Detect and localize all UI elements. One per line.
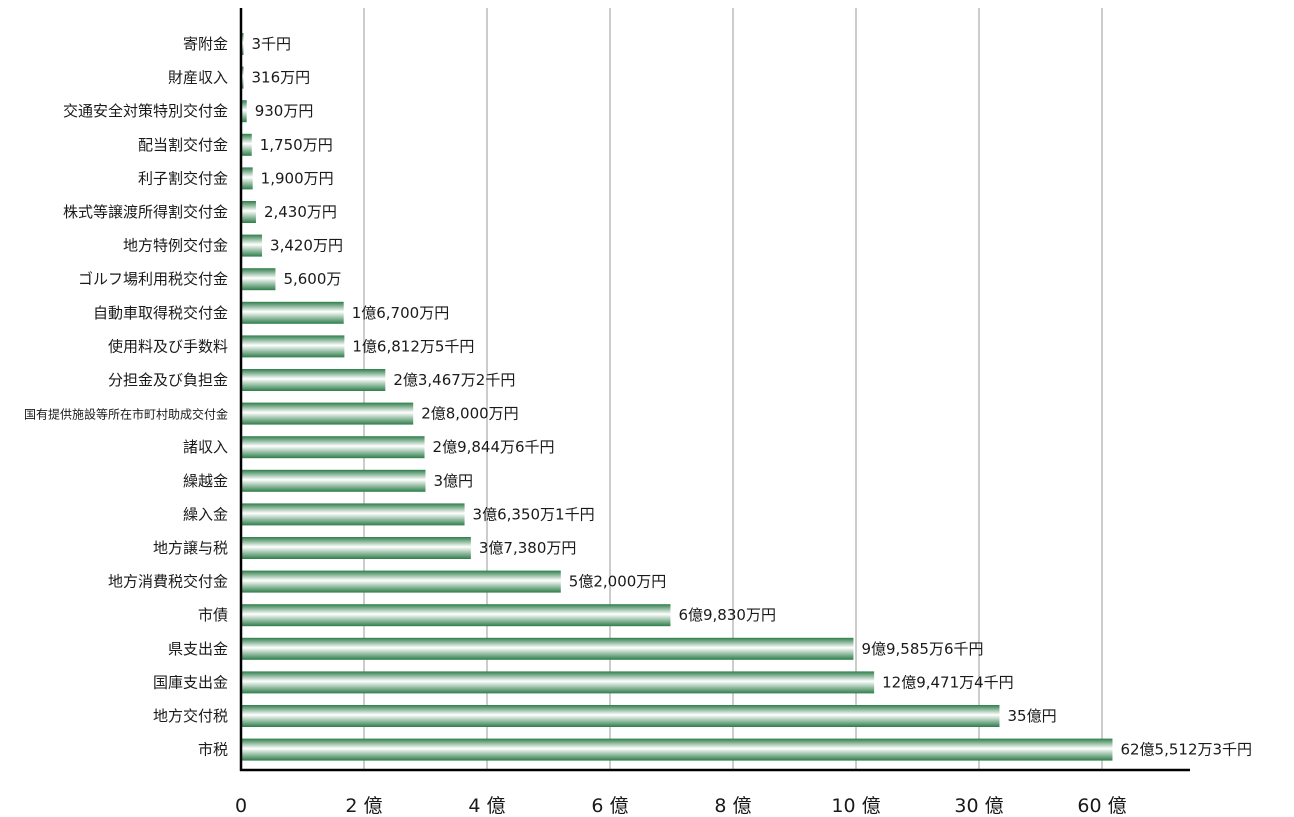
- gridlines: [363, 8, 1103, 770]
- bar: [241, 738, 1113, 761]
- category-label: 県支出金: [168, 640, 228, 658]
- category-label: 利子割交付金: [138, 169, 228, 187]
- x-tick-label: 8 億: [714, 795, 751, 817]
- data-label: 35億円: [1008, 707, 1057, 725]
- value-labels: 3千円 316万円 930万円 1,750万円 1,900万円 2,430万円 3,420万…: [252, 35, 1253, 759]
- bar: [241, 133, 252, 156]
- bar: [241, 503, 465, 526]
- bar: [241, 369, 386, 391]
- data-label: 2億8,000万円: [421, 405, 519, 423]
- data-label: 930万円: [255, 102, 314, 120]
- category-label: 配当割交付金: [138, 136, 228, 154]
- category-label: ゴルフ場利用税交付金: [78, 270, 228, 288]
- category-label: 地方特例交付金: [123, 237, 228, 255]
- category-label: 市債: [198, 606, 228, 624]
- data-label: 12億9,471万4千円: [882, 673, 1014, 691]
- category-label: 財産収入: [168, 69, 228, 87]
- category-label: 分担金及び負担金: [108, 371, 228, 389]
- x-tick-label: 0: [235, 795, 247, 817]
- category-label: 地方消費税交付金: [108, 573, 228, 591]
- bar: [241, 637, 854, 660]
- bar: [241, 537, 471, 559]
- category-label: 繰越金: [183, 472, 228, 490]
- data-label: 3億円: [434, 472, 474, 490]
- data-label: 3億6,350万1千円: [473, 505, 595, 523]
- category-label: 繰入金: [183, 505, 228, 523]
- x-tick-label: 10 億: [831, 795, 880, 817]
- data-label: 5,600万: [283, 270, 341, 288]
- category-labels: 寄附金財産収入交通安全対策特別交付金配当割交付金利子割交付金株式等譲渡所得割交付…: [24, 35, 228, 759]
- data-label: 316万円: [252, 69, 311, 87]
- x-tick-label: 2 億: [345, 795, 382, 817]
- x-tick-label: 4 億: [468, 795, 505, 817]
- category-label: 地方交付税: [153, 707, 228, 725]
- data-label: 3,420万円: [270, 237, 343, 255]
- x-tick-label: 60 億: [1077, 795, 1126, 817]
- category-label: 自動車取得税交付金: [93, 304, 228, 322]
- data-label: 3千円: [252, 35, 292, 53]
- bar: [241, 100, 247, 123]
- data-label: 2億3,467万2千円: [393, 371, 515, 389]
- data-label: 5億2,000万円: [569, 573, 667, 591]
- category-label: 諸収入: [183, 438, 228, 456]
- bar: [241, 301, 344, 324]
- data-label: 1億6,700万円: [352, 304, 450, 322]
- category-label: 株式等譲渡所得割交付金: [63, 203, 228, 221]
- data-label: 9億9,585万6千円: [861, 640, 983, 658]
- bar: [241, 604, 671, 627]
- data-label: 1億6,812万5千円: [352, 337, 474, 355]
- data-label: 1,900万円: [261, 169, 334, 187]
- category-label: 市税: [198, 741, 228, 759]
- category-label: 交通安全対策特別交付金: [63, 102, 228, 120]
- bar: [241, 268, 276, 291]
- bar: [241, 335, 345, 358]
- data-label: 6億9,830万円: [678, 606, 776, 624]
- bar: [241, 705, 1000, 727]
- bar: [241, 201, 256, 223]
- axes: [239, 8, 1190, 772]
- bars: [241, 33, 1113, 761]
- bar: [241, 436, 425, 459]
- category-label: 国有提供施設等所在市町村助成交付金: [24, 407, 228, 422]
- bar: [241, 167, 253, 190]
- category-label: 国庫支出金: [153, 673, 228, 691]
- data-label: 1,750万円: [260, 136, 333, 154]
- data-label: 3億7,380万円: [479, 539, 576, 557]
- x-tick-label: 30 億: [954, 795, 1003, 817]
- x-tick-label: 6 億: [591, 795, 628, 817]
- x-axis-tick-labels: 0 2 億 4 億 6 億 8 億 10 億 30 億 60 億: [235, 795, 1127, 817]
- bar: [241, 469, 426, 492]
- category-label: 地方譲与税: [153, 539, 228, 557]
- category-label: 使用料及び手数料: [108, 337, 228, 355]
- bar: [241, 234, 263, 257]
- bar: [241, 671, 875, 694]
- data-label: 62億5,512万3千円: [1120, 741, 1252, 759]
- bar: [241, 570, 561, 593]
- category-label: 寄附金: [183, 35, 228, 53]
- bar: [241, 402, 414, 425]
- data-label: 2,430万円: [264, 203, 337, 221]
- data-label: 2億9,844万6千円: [433, 438, 555, 456]
